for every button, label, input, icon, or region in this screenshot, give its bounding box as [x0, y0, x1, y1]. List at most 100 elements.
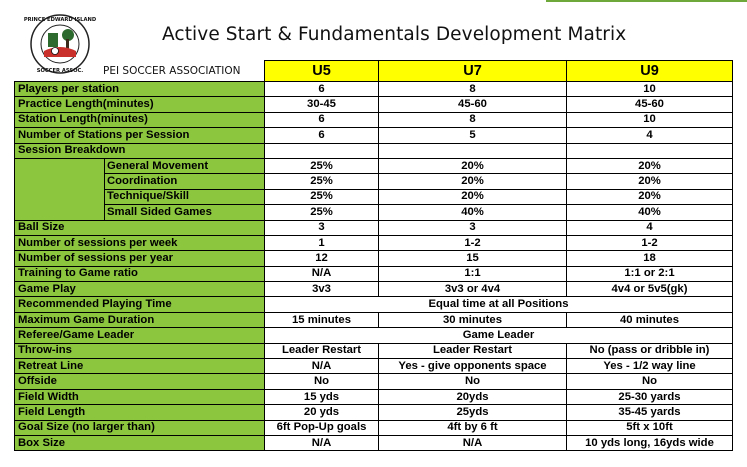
merged-value-cell: Equal time at all Positions [264, 296, 733, 313]
value-u5: 1 [264, 234, 379, 252]
value-u9: 20% [566, 188, 733, 206]
value-u5: No [264, 373, 379, 390]
row-label: Practice Length(minutes) [14, 96, 265, 113]
value-u5: 12 [264, 250, 379, 267]
value-u9: 4v4 or 5v5(gk) [566, 281, 733, 298]
value-u5: 3 [264, 219, 379, 236]
association-name: PEI SOCCER ASSOCIATION [103, 65, 241, 77]
table-row: Number of sessions per week 1 1-2 1-2 [14, 234, 733, 252]
merged-value-cell: Game Leader [264, 327, 733, 344]
row-label: Small Sided Games [104, 204, 265, 221]
value-u7: 20% [378, 157, 567, 175]
value-u5: 20 yds [264, 404, 379, 421]
row-label: Number of sessions per year [14, 250, 265, 267]
row-label: Number of sessions per week [14, 234, 265, 252]
table-row: Field Length 20 yds 25yds 35-45 yards [14, 404, 733, 421]
value-u5: 6 [264, 80, 379, 98]
value-u5: 15 minutes [264, 311, 379, 329]
table-row: Station Length(minutes) 6 8 10 [14, 111, 733, 129]
value-u7: 1-2 [378, 234, 567, 252]
row-label: Ball Size [14, 219, 265, 236]
table-row: Practice Length(minutes) 30-45 45-60 45-60 [14, 96, 733, 113]
value-u7: 8 [378, 111, 567, 129]
pei-soccer-logo: PRINCE EDWARD ISLAND SOCCER ASSOC. [24, 14, 97, 74]
table-row: Ball Size 3 3 4 [14, 219, 733, 236]
value-u9: 5ft x 10ft [566, 419, 733, 436]
table-row: Throw-ins Leader Restart Leader Restart No … [14, 342, 733, 360]
table-row: Coordination 25% 20% 20% [15, 173, 733, 190]
table-row: Technique/Skill 25% 20% 20% [15, 188, 733, 206]
value-u7: 15 [378, 250, 567, 267]
row-label: Box Size [14, 434, 265, 452]
value-u7: No [378, 373, 567, 390]
value-u5: 30-45 [264, 96, 379, 113]
value-u5: 3v3 [264, 281, 379, 298]
value-u9: 40% [566, 204, 733, 221]
table-row: Session Breakdown [14, 142, 733, 159]
value-u7: 20% [378, 188, 567, 206]
value-u7: 4ft by 6 ft [378, 419, 567, 436]
breakdown-indent-cell [14, 157, 105, 221]
value-u7: 3v3 or 4v4 [378, 281, 567, 298]
row-label: Retreat Line [14, 358, 265, 375]
table-row: Small Sided Games 25% 40% 40% [15, 204, 733, 221]
empty-cell-u7 [378, 142, 567, 159]
value-u9: 20% [566, 173, 733, 190]
table-row: Retreat Line N/A Yes - give opponents spac… [14, 358, 733, 375]
value-u5: N/A [264, 358, 379, 375]
table-row: Referee/Game Leader Game Leader [14, 327, 733, 344]
table-row: Game Play 3v3 3v3 or 4v4 4v4 or 5v5(gk) [14, 281, 733, 298]
row-label: Station Length(minutes) [14, 111, 265, 129]
table-row: Number of Stations per Session 6 5 4 [14, 127, 733, 144]
table-header-row: U5 U7 U9 [15, 60, 733, 82]
value-u7: Yes - give opponents space [378, 358, 567, 375]
value-u7: 8 [378, 80, 567, 98]
value-u7: 40% [378, 204, 567, 221]
value-u5: 25% [264, 204, 379, 221]
table-row: Offside No No No [14, 373, 733, 390]
empty-cell-u9 [566, 142, 733, 159]
value-u7: 5 [378, 127, 567, 144]
table-row: Training to Game ratio N/A 1:1 1:1 or 2:1 [14, 265, 733, 283]
row-label: General Movement [104, 157, 265, 175]
row-label: Recommended Playing Time [14, 296, 265, 313]
value-u9: 4 [566, 127, 733, 144]
value-u9: 20% [566, 157, 733, 175]
row-label: Training to Game ratio [14, 265, 265, 283]
row-label: Coordination [104, 173, 265, 190]
page-title: Active Start & Fundamentals Development … [162, 24, 627, 45]
value-u5: Leader Restart [264, 342, 379, 360]
value-u9: 10 [566, 111, 733, 129]
row-label: Field Length [14, 404, 265, 421]
value-u9: No (pass or dribble in) [566, 342, 733, 360]
value-u5: 25% [264, 188, 379, 206]
row-label: Number of Stations per Session [14, 127, 265, 144]
value-u9: 35-45 yards [566, 404, 733, 421]
empty-cell-u5 [264, 142, 379, 159]
value-u5: 6ft Pop-Up goals [264, 419, 379, 436]
table-row: Field Width 15 yds 20yds 25-30 yards [14, 388, 733, 406]
column-header-u9: U9 [566, 60, 733, 82]
table-row: Maximum Game Duration 15 minutes 30 minute… [14, 311, 733, 329]
value-u9: 4 [566, 219, 733, 236]
value-u7: 3 [378, 219, 567, 236]
value-u7: 20% [378, 173, 567, 190]
row-label: Goal Size (no larger than) [14, 419, 265, 436]
table-row: Recommended Playing Time Equal time at al… [14, 296, 733, 313]
value-u9: Yes - 1/2 way line [566, 358, 733, 375]
value-u5: 25% [264, 173, 379, 190]
value-u5: N/A [264, 434, 379, 452]
value-u5: 6 [264, 127, 379, 144]
header-blank-cell [15, 61, 265, 82]
value-u7: 1:1 [378, 265, 567, 283]
value-u9: 18 [566, 250, 733, 267]
column-header-u7: U7 [378, 60, 567, 82]
value-u5: 25% [264, 157, 379, 175]
row-label: Throw-ins [14, 342, 265, 360]
value-u9: 10 [566, 80, 733, 98]
value-u7: Leader Restart [378, 342, 567, 360]
value-u7: 20yds [378, 388, 567, 406]
row-label: Game Play [14, 281, 265, 298]
value-u7: 30 minutes [378, 311, 567, 329]
value-u7: N/A [378, 434, 567, 452]
